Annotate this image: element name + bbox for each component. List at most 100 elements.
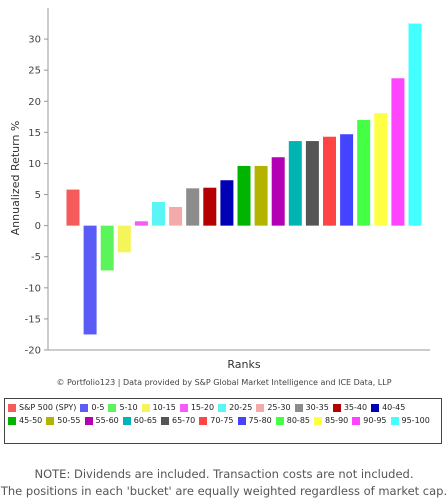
y-tick-label: -5 <box>31 252 41 263</box>
legend-swatch <box>122 416 131 425</box>
legend-label: 65-70 <box>172 416 196 425</box>
legend-swatch <box>46 416 55 425</box>
legend-item: 85-90 <box>314 414 348 427</box>
legend-swatch <box>179 403 188 412</box>
legend-swatch <box>294 403 303 412</box>
legend-swatch <box>314 416 322 425</box>
legend-label: 35-40 <box>343 403 368 412</box>
bar-45-50 <box>237 165 251 226</box>
legend-label: 5-10 <box>119 403 138 412</box>
y-axis-title: Annualized Return % <box>9 121 22 236</box>
legend-item: 5-10 <box>108 401 138 414</box>
bar-40-45 <box>220 180 234 226</box>
y-tick-label: 5 <box>35 190 41 201</box>
legend-swatch <box>80 403 89 412</box>
legend-label: 15-20 <box>190 403 215 412</box>
legend-swatch <box>108 403 117 412</box>
y-tick-label: 20 <box>28 97 41 108</box>
legend-label: 25-30 <box>267 403 291 412</box>
legend-label: 30-35 <box>305 403 329 412</box>
bar-15-20 <box>134 221 148 226</box>
legend-item: 90-95 <box>352 414 387 427</box>
legend-swatch <box>141 403 150 412</box>
legend-swatch <box>275 416 284 425</box>
legend-swatch <box>8 416 16 425</box>
legend-swatch <box>371 403 380 412</box>
bar-70-75 <box>323 136 336 226</box>
y-tick-label: -10 <box>25 283 41 294</box>
footnote: NOTE: Dividends are included. Transactio… <box>0 466 448 500</box>
legend-item: 30-35 <box>294 401 329 414</box>
legend-swatch <box>237 416 246 425</box>
legend-label: 55-60 <box>95 416 119 425</box>
bar-90-95 <box>391 78 405 226</box>
legend-swatch <box>161 416 169 425</box>
legend-item: 55-60 <box>84 414 119 427</box>
bar-5-10 <box>100 225 114 271</box>
bar-35-40 <box>203 187 217 226</box>
legend-item: S&P 500 (SPY) <box>8 401 76 414</box>
legend-label: S&P 500 (SPY) <box>19 403 77 412</box>
bar-10-15 <box>117 225 131 253</box>
legend-swatch <box>218 403 227 412</box>
y-tick-label: 30 <box>28 35 41 46</box>
y-tick-label: -15 <box>25 314 41 325</box>
legend-label: 85-90 <box>325 416 349 425</box>
bar-30-35 <box>186 188 200 226</box>
legend-item: 0-5 <box>80 401 104 414</box>
legend-label: 50-55 <box>57 416 81 425</box>
legend-label: 60-65 <box>133 416 157 425</box>
bar-55-60 <box>271 157 285 226</box>
legend-swatch <box>256 403 265 412</box>
legend-label: 20-25 <box>229 403 253 412</box>
legend-item: 10-15 <box>141 401 176 414</box>
legend-label: 40-45 <box>382 403 406 412</box>
legend-swatch <box>84 416 93 425</box>
x-axis-title: Ranks <box>227 358 260 371</box>
y-tick-label: 10 <box>28 159 41 170</box>
legend-item: 75-80 <box>237 414 272 427</box>
legend-label: 95-100 <box>401 416 430 425</box>
bar-20-25 <box>152 202 165 226</box>
legend-item: 15-20 <box>179 401 215 414</box>
bar-80-85 <box>357 119 371 226</box>
footnote-line-1: NOTE: Dividends are included. Transactio… <box>34 467 414 481</box>
legend-item: 20-25 <box>218 401 252 414</box>
bar-chart: -20 -15 -10 -5 0 5 10 15 20 25 30 Annualized Retur… <box>9 8 430 371</box>
legend-item: 80-85 <box>275 414 310 427</box>
footnote-line-2: The positions in each 'bucket' are equal… <box>0 484 448 498</box>
legend-item: 95-100 <box>390 414 430 427</box>
legend-item: 40-45 <box>371 401 405 414</box>
bar-0-5 <box>83 225 97 335</box>
bar-85-90 <box>374 113 388 226</box>
legend-label: 45-50 <box>19 416 43 425</box>
legend-item: 65-70 <box>161 414 195 427</box>
legend-label: 90-95 <box>363 416 387 425</box>
y-tick-label: -20 <box>25 346 41 357</box>
chart-legend: S&P 500 (SPY) 0-5 5-10 10-15 15-20 20-25 25-30… <box>4 398 442 444</box>
y-tick-label: 15 <box>28 128 41 139</box>
bar-s-p-500-spy <box>66 189 80 226</box>
legend-label: 75-80 <box>248 416 272 425</box>
legend-label: 70-75 <box>210 416 234 425</box>
bar-75-80 <box>340 134 354 226</box>
legend-item: 35-40 <box>332 401 368 414</box>
bar-95-100 <box>408 23 422 226</box>
legend-item: 60-65 <box>122 414 157 427</box>
legend-label: 80-85 <box>286 416 310 425</box>
legend-swatch <box>332 403 341 412</box>
bar-50-55 <box>254 165 268 226</box>
legend-item: 70-75 <box>199 414 234 427</box>
legend-label: 0-5 <box>91 403 105 412</box>
y-axis-ticks: -20 -15 -10 -5 0 5 10 15 20 25 30 <box>25 35 48 357</box>
y-tick-label: 25 <box>28 66 41 77</box>
legend-item: 45-50 <box>8 414 42 427</box>
legend-swatch <box>8 403 16 412</box>
legend-swatch <box>390 416 399 425</box>
bar-60-65 <box>288 141 302 226</box>
legend-label: 10-15 <box>152 403 176 412</box>
bar-25-30 <box>169 206 183 226</box>
bar-65-70 <box>305 141 319 226</box>
legend-item: 25-30 <box>256 401 291 414</box>
legend-item: 50-55 <box>46 414 81 427</box>
